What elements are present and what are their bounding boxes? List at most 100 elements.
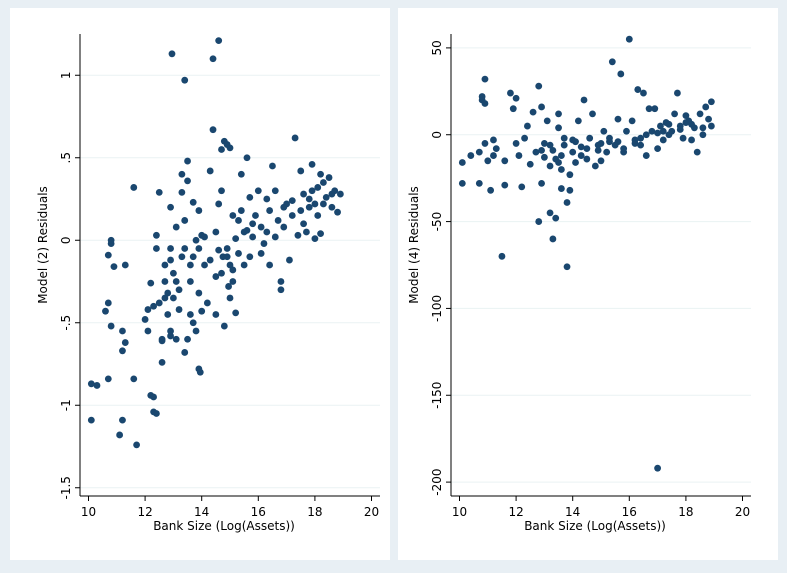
scatter-point [288, 197, 296, 205]
scatter-point [303, 228, 310, 236]
scatter-point [334, 208, 341, 216]
scatter-point [172, 335, 180, 343]
scatter-point [659, 127, 667, 135]
scatter-point [512, 94, 520, 102]
scatter-point [150, 302, 157, 310]
scatter-point [538, 146, 545, 154]
scatter-point [501, 157, 509, 165]
y-tick-label: -100 [430, 295, 444, 322]
scatter-point [181, 217, 189, 224]
scatter-point [147, 279, 155, 287]
scatter-point [614, 115, 622, 123]
scatter-point [107, 236, 115, 244]
scatter-point [215, 37, 223, 44]
scatter-point [215, 246, 223, 254]
scatter-point [257, 223, 265, 231]
scatter-point [583, 145, 591, 153]
scatter-point [603, 148, 611, 156]
scatter-point [676, 126, 684, 133]
scatter-point [175, 306, 183, 313]
x-tick-label: 16 [251, 505, 266, 519]
scatter-point [226, 294, 234, 302]
scatter-point [181, 76, 189, 84]
scatter-point [104, 251, 112, 259]
scatter-point [110, 263, 118, 271]
scatter-point [189, 253, 197, 261]
scatter-point [699, 131, 707, 139]
scatter-point [266, 207, 274, 214]
scatter-point [161, 261, 169, 269]
x-tick-label: 12 [508, 505, 523, 519]
scatter-point [674, 89, 681, 97]
scatter-point [512, 140, 520, 147]
scatter-point [492, 145, 500, 153]
scatter-point [164, 311, 172, 318]
scatter-point [529, 108, 537, 116]
scatter-point [707, 122, 715, 130]
scatter-point [161, 278, 169, 285]
scatter-point [271, 187, 279, 195]
scatter-point [209, 55, 217, 63]
scatter-point [552, 214, 560, 222]
scatter-point [572, 138, 579, 146]
scatter-point [300, 220, 307, 228]
panel-background [10, 8, 390, 560]
scatter-point [699, 124, 707, 132]
scatter-point [682, 119, 690, 126]
scatter-point [637, 141, 645, 149]
scatter-point [606, 134, 613, 142]
scatter-point [580, 96, 588, 104]
scatter-point [167, 256, 174, 264]
scatter-point [260, 240, 268, 247]
scatter-point [577, 143, 585, 151]
scatter-point [577, 152, 585, 159]
scatter-point [481, 75, 489, 83]
y-tick-label: 1 [59, 71, 73, 79]
x-tick-label: 12 [137, 505, 152, 519]
scatter-point [232, 235, 240, 243]
scatter-point [186, 261, 194, 269]
scatter-point [144, 306, 152, 313]
scatter-point [654, 464, 662, 472]
x-tick-label: 10 [452, 505, 467, 519]
scatter-point [184, 157, 191, 165]
scatter-point [104, 375, 112, 383]
y-tick-label: 0 [430, 131, 444, 139]
scatter-point [229, 278, 237, 285]
scatter-point [328, 203, 336, 211]
scatter-point [311, 200, 319, 208]
scatter-point [631, 136, 639, 144]
scatter-point [161, 294, 169, 302]
x-axis-label: Bank Size (Log(Assets)) [153, 519, 295, 533]
scatter-point [297, 167, 305, 175]
scatter-point [294, 231, 302, 239]
scatter-point [254, 187, 262, 195]
scatter-point [277, 286, 285, 294]
scatter-point [475, 148, 483, 156]
scatter-point [319, 200, 327, 208]
scatter-point [555, 110, 562, 118]
scatter-point [572, 159, 579, 166]
scatter-point [600, 127, 608, 135]
x-tick-label: 14 [194, 505, 209, 519]
scatter-point [201, 233, 208, 241]
scatter-point [167, 203, 174, 211]
scatter-point [308, 187, 316, 195]
scatter-point [586, 134, 594, 142]
scatter-point [507, 89, 514, 97]
scatter-point [557, 152, 565, 159]
scatter-point [212, 273, 220, 280]
scatter-point [246, 193, 254, 201]
scatter-point [141, 316, 149, 323]
scatter-point [93, 382, 101, 389]
scatter-point [240, 261, 248, 269]
scatter-point [212, 228, 220, 236]
scatter-point [546, 141, 554, 149]
scatter-point [628, 117, 636, 125]
x-tick-label: 20 [364, 505, 379, 519]
scatter-point [246, 253, 254, 261]
scatter-point [305, 195, 313, 203]
scatter-point [168, 50, 176, 58]
scatter-point [175, 286, 183, 294]
scatter-point [226, 261, 234, 269]
